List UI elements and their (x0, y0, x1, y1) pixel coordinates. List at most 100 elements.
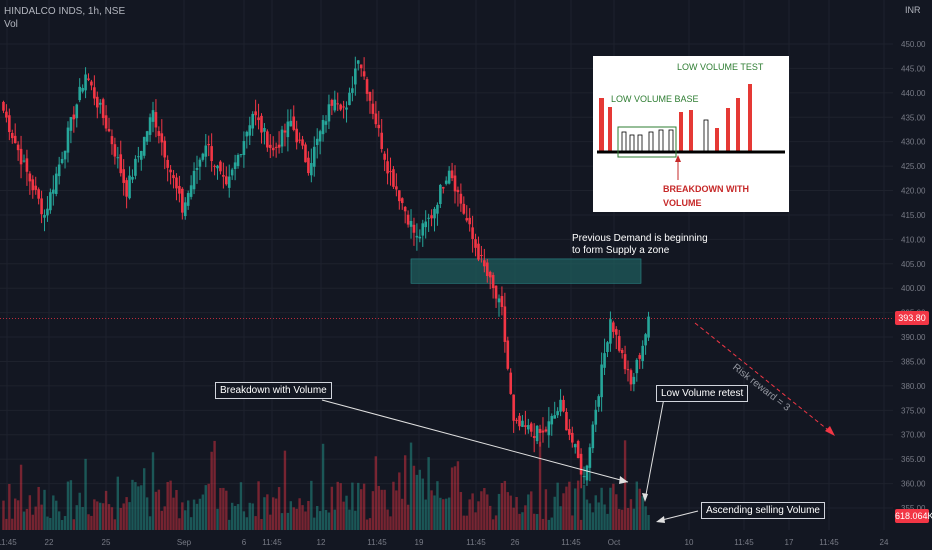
breakdown-label[interactable]: Breakdown with Volume (215, 382, 332, 399)
candle-body (274, 146, 278, 148)
candle-body (263, 128, 266, 132)
candle-body (570, 432, 574, 443)
time-tick-label: 11:45 (262, 538, 282, 547)
volume-bar (447, 497, 451, 530)
candle-body (204, 145, 208, 157)
volume-bar (236, 504, 240, 530)
low-volume-test-diagram[interactable]: LOW VOLUME TEST LOW VOLUME BASE BREAKDOW… (593, 56, 789, 212)
volume-bar (556, 482, 559, 530)
volume-bar (571, 515, 574, 530)
volume-bar (242, 511, 246, 530)
volume-bar (66, 481, 70, 530)
volume-bar (269, 514, 272, 530)
volume-bar (57, 511, 61, 530)
inset-bar (599, 98, 604, 152)
price-tick-label: 440.00 (901, 89, 926, 98)
volume-bar (52, 495, 55, 530)
candle-body (641, 345, 644, 362)
time-tick-label: 17 (785, 538, 794, 547)
volume-bar (28, 495, 32, 530)
volume-bars (2, 440, 650, 530)
volume-bar (541, 518, 545, 530)
inset-base-box (617, 126, 677, 158)
candle-body (506, 340, 510, 369)
price-tick-label: 375.00 (901, 406, 926, 415)
candle-body (635, 359, 639, 374)
volume-bar (421, 478, 424, 530)
target-arrowhead (825, 426, 835, 436)
inset-base-label: LOW VOLUME BASE (611, 94, 699, 104)
inset-bar (689, 110, 693, 152)
candle-body (439, 184, 442, 204)
volume-bar (280, 513, 284, 530)
candle-body (333, 99, 337, 111)
volume-bar (101, 503, 105, 530)
volume-bar (245, 517, 249, 530)
candle-body (644, 334, 647, 346)
candle-body (312, 146, 316, 167)
volume-bar (104, 490, 108, 530)
candle-body (195, 168, 199, 170)
candle-body (591, 424, 595, 449)
volume-bar (497, 493, 501, 530)
volume-bar (119, 507, 122, 530)
volume-bar (304, 511, 307, 530)
volume-bar (330, 486, 334, 530)
candle-body (585, 465, 589, 481)
candle-body (424, 221, 427, 228)
candle-body (368, 91, 372, 101)
candle-body (612, 322, 615, 332)
volume-bar (99, 502, 102, 530)
inset-breakdown-line-1: BREAKDOWN WITH (663, 184, 749, 194)
candle-body (31, 179, 35, 191)
candle-body (230, 169, 234, 176)
candle-body (166, 159, 169, 168)
ascending-selling-label[interactable]: Ascending selling Volume (701, 502, 825, 519)
volume-bar (128, 502, 131, 530)
volume-bar (298, 498, 301, 530)
volume-bar (521, 512, 524, 530)
candle-body (49, 192, 52, 211)
volume-bar (5, 518, 8, 530)
candle-body (277, 144, 281, 148)
candle-body (444, 180, 448, 184)
volume-bar (468, 499, 471, 530)
candle-body (239, 154, 243, 156)
volume-bar (189, 517, 193, 530)
candle-body (386, 161, 389, 174)
volume-bar (313, 517, 316, 530)
inset-bar (608, 107, 612, 152)
candle-body (63, 150, 67, 160)
candle-body (491, 274, 495, 289)
volume-bar (55, 500, 58, 530)
volume-bar (81, 506, 84, 530)
volume-bar (324, 510, 328, 530)
candle-body (588, 447, 592, 468)
candle-body (236, 154, 240, 167)
inset-bar (748, 84, 752, 152)
candle-body (465, 218, 469, 221)
time-tick-label: 22 (45, 538, 54, 547)
volume-bar (532, 513, 536, 530)
volume-bar (181, 502, 184, 530)
volume-bar (401, 498, 404, 530)
candle-body (260, 115, 263, 133)
candle-body (356, 60, 360, 64)
price-tick-label: 385.00 (901, 357, 926, 366)
volume-bar (84, 458, 87, 530)
inset-title: LOW VOLUME TEST (677, 62, 764, 72)
candle-body (131, 176, 134, 180)
previous-demand-note[interactable]: Previous Demand is beginning to form Sup… (572, 233, 708, 257)
price-tick-label: 365.00 (901, 455, 926, 464)
time-tick-label: Oct (608, 538, 621, 547)
price-tick-label: 450.00 (901, 40, 926, 49)
candle-body (535, 425, 539, 442)
volume-bar (228, 519, 231, 530)
inset-bar (658, 129, 664, 153)
candle-body (160, 133, 164, 143)
price-tick-label: 405.00 (901, 260, 926, 269)
volume-bar (254, 516, 257, 530)
low-volume-retest-label[interactable]: Low Volume retest (656, 385, 749, 402)
volume-bar (530, 491, 533, 530)
